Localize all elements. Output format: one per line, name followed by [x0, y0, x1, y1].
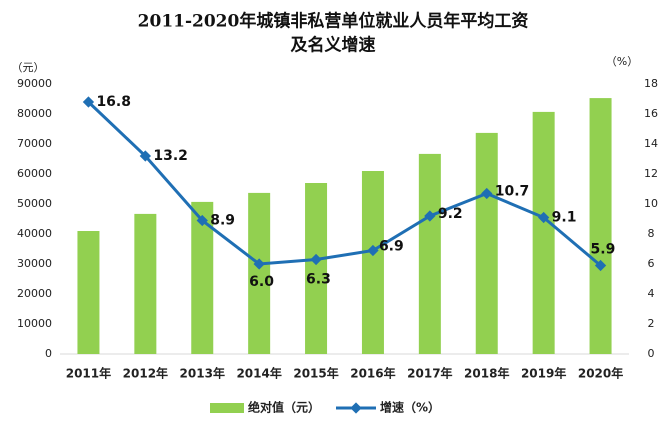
- x-tick-label: 2019年: [521, 366, 566, 381]
- x-tick-label: 2013年: [180, 366, 225, 381]
- y-tick-label: 40000: [17, 227, 52, 240]
- line-marker: [481, 187, 493, 200]
- line-marker: [594, 259, 607, 272]
- data-label: 9.2: [438, 206, 463, 222]
- y-tick-label: 0: [45, 347, 52, 360]
- data-label: 16.8: [96, 94, 131, 110]
- chart-title: 2011-2020年城镇非私营单位就业人员年平均工资: [138, 11, 529, 32]
- line-marker: [367, 244, 379, 257]
- y-tick-label: 30000: [17, 257, 52, 270]
- y2-tick-label: 18: [644, 77, 658, 90]
- y-tick-label: 60000: [17, 167, 52, 180]
- y-tick-label: 80000: [17, 107, 52, 120]
- y2-tick-label: 8: [648, 227, 655, 240]
- y-tick-label: 20000: [17, 287, 52, 300]
- legend-swatch: [210, 403, 244, 413]
- y2-axis-label: （%）: [606, 55, 638, 68]
- x-tick-label: 2014年: [236, 366, 281, 381]
- y2-tick-label: 12: [644, 167, 658, 180]
- y-tick-label: 50000: [17, 197, 52, 210]
- x-tick-label: 2017年: [407, 366, 452, 381]
- bar: [475, 132, 498, 354]
- legend-label: 绝对值（元）: [248, 400, 320, 415]
- y2-tick-label: 14: [644, 137, 658, 150]
- bar: [361, 171, 384, 354]
- y2-tick-label: 16: [644, 107, 658, 120]
- y-tick-label: 90000: [17, 77, 52, 90]
- x-tick-label: 2015年: [293, 366, 338, 381]
- bar: [532, 111, 555, 355]
- legend-swatch: [350, 402, 362, 414]
- data-label: 8.9: [210, 213, 235, 229]
- x-tick-label: 2018年: [464, 366, 509, 381]
- y2-tick-label: 0: [648, 347, 655, 360]
- bar: [77, 231, 100, 354]
- line-marker: [424, 210, 436, 222]
- data-label: 10.7: [495, 184, 530, 200]
- x-tick-label: 2011年: [66, 366, 111, 381]
- bar: [418, 153, 441, 354]
- data-label: 6.0: [249, 274, 274, 290]
- data-label: 13.2: [153, 148, 188, 164]
- legend-label: 增速（%）: [380, 400, 440, 415]
- data-label: 6.9: [379, 239, 404, 255]
- y-tick-label: 70000: [17, 137, 52, 150]
- x-tick-label: 2020年: [578, 366, 623, 381]
- line-marker: [253, 258, 265, 270]
- bar: [305, 183, 328, 354]
- line-marker: [139, 150, 152, 162]
- bar: [134, 213, 157, 354]
- chart-title: 及名义增速: [291, 35, 376, 56]
- x-tick-label: 2016年: [350, 366, 395, 381]
- y2-tick-label: 4: [648, 287, 655, 300]
- data-label: 9.1: [552, 210, 577, 226]
- bar: [248, 192, 271, 354]
- bar: [589, 98, 612, 354]
- line-marker: [310, 253, 322, 266]
- y-tick-label: 10000: [17, 317, 52, 330]
- y2-tick-label: 6: [648, 257, 655, 270]
- data-label: 6.3: [306, 272, 331, 288]
- line: [87, 100, 602, 267]
- y2-tick-label: 2: [648, 317, 655, 330]
- y2-tick-label: 10: [644, 197, 658, 210]
- x-tick-label: 2012年: [123, 366, 168, 381]
- line-marker: [196, 214, 208, 227]
- data-label: 5.9: [591, 242, 616, 258]
- line-marker: [537, 211, 550, 224]
- y-axis-label: （元）: [12, 61, 45, 74]
- bar: [191, 201, 214, 354]
